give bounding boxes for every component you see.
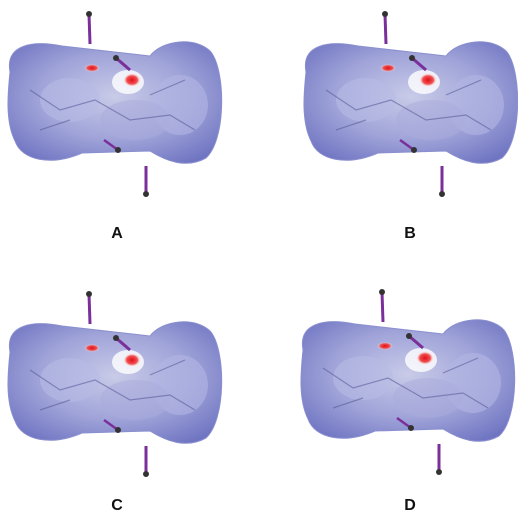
surface-c bbox=[6, 289, 224, 479]
panel-label: C bbox=[111, 497, 123, 512]
panel-label: B bbox=[404, 225, 416, 242]
surface-a bbox=[6, 9, 224, 199]
surface-b bbox=[302, 9, 518, 199]
surface-d bbox=[299, 287, 517, 477]
panel-label: D bbox=[404, 497, 416, 512]
panel-label: A bbox=[111, 225, 123, 242]
